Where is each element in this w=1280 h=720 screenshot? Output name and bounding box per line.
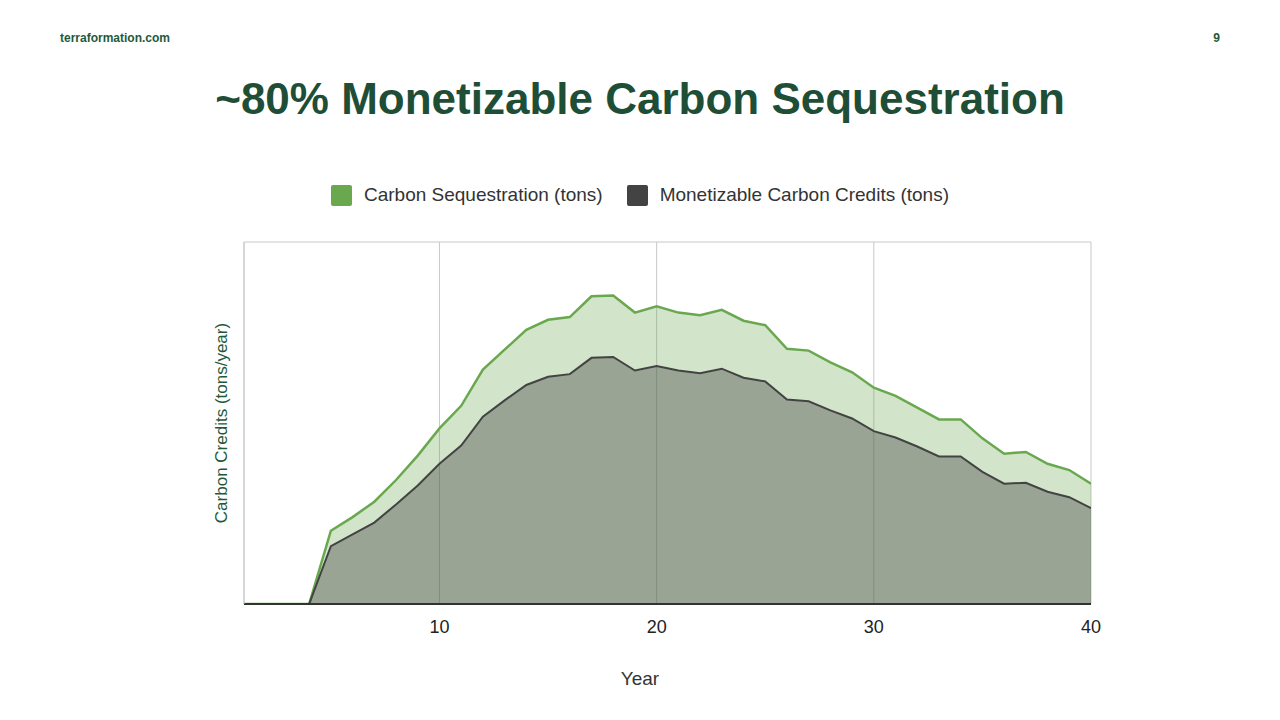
html-text:terraformation.com: terraformation.com: [60, 31, 170, 45]
html-text:Monetizable Carbon Credits (to: Monetizable Carbon Credits (tons): [659, 184, 949, 205]
html-text:9: 9: [1213, 31, 1220, 45]
html-text:Carbon Sequestration (tons): Carbon Sequestration (tons): [364, 184, 603, 205]
html-text:Year: Year: [620, 668, 660, 689]
html-text:Carbon Credits (tons/year): Carbon Credits (tons/year): [212, 322, 231, 524]
html-text:~80% Monetizable Carbon Seques: ~80% Monetizable Carbon Sequestration: [215, 74, 1065, 123]
svg-text:40: 40: [1081, 617, 1101, 637]
svg-text:10: 10: [429, 617, 449, 637]
svg-text:20: 20: [647, 617, 667, 637]
svg-text:30: 30: [864, 617, 884, 637]
